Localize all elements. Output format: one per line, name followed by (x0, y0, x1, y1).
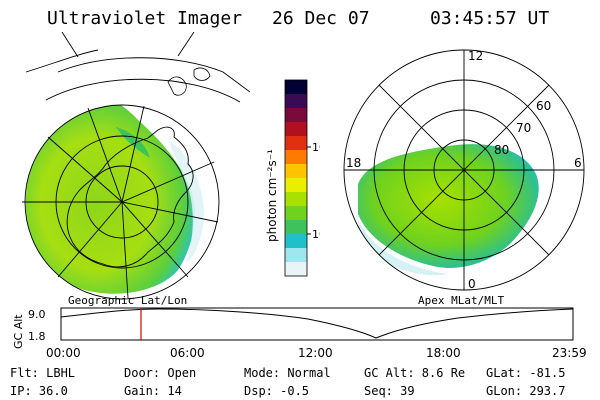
longitude-grid (22, 105, 219, 299)
colorbar-band (285, 136, 307, 151)
mlat-mlt-caption: Apex MLat/MLT (418, 294, 505, 307)
colorbar-band (285, 178, 307, 193)
colorbar-band (285, 80, 307, 95)
colorbar-band (285, 220, 307, 235)
mlat-label-80: 80 (494, 143, 509, 157)
altitude-xtick-2359: 23:59 (552, 346, 587, 360)
mlt-label-18: 18 (346, 156, 361, 170)
altitude-ytick-9: 9.0 (28, 308, 46, 321)
filter-readout: Flt: LBHL (10, 366, 76, 380)
gain-readout: Gain: 14 (124, 384, 182, 398)
coastline-outline (66, 126, 194, 268)
colorbar: 100 10 photon cm⁻²s⁻¹ (265, 79, 320, 277)
altitude-ytick-1.8: 1.8 (28, 330, 46, 343)
date-label: 26 Dec 07 (272, 8, 370, 29)
instrument-title: Ultraviolet Imager (47, 8, 243, 29)
colorbar-band (285, 94, 307, 109)
colorbar-band (285, 122, 307, 137)
mlt-label-6: 6 (574, 156, 582, 170)
colorbar-band (285, 234, 307, 249)
mlt-label-0: 0 (468, 277, 476, 291)
glon-readout: GLon: 293.7 (486, 384, 566, 398)
dsp-readout: Dsp: -0.5 (244, 384, 310, 398)
altitude-xtick-1800: 18:00 (426, 346, 461, 360)
mlt-label-12: 12 (468, 49, 483, 63)
colorbar-band (285, 206, 307, 221)
gc-alt-readout: GC Alt: 8.6 Re (364, 366, 466, 380)
colorbar-band (285, 150, 307, 165)
mlat-label-60: 60 (536, 99, 551, 113)
colorbar-tick-100: 100 (312, 141, 320, 154)
glat-readout: GLat: -81.5 (486, 366, 566, 380)
altitude-xtick-1200: 12:00 (298, 346, 333, 360)
altitude-curve (60, 308, 574, 339)
altitude-plot: GC Alt 9.0 1.8 00:00 06:00 12:00 18:00 2… (12, 307, 587, 360)
altitude-xtick-0600: 06:00 (170, 346, 205, 360)
geographic-caption: Geographic Lat/Lon (68, 294, 188, 307)
geographic-image-panel (22, 32, 250, 300)
ip-readout: IP: 36.0 (10, 384, 68, 398)
mlat-label-70: 70 (516, 121, 531, 135)
colorbar-band (285, 108, 307, 123)
altitude-ylabel: GC Alt (12, 314, 25, 349)
aurora-emission (25, 105, 204, 294)
colorbar-band (285, 192, 307, 207)
altitude-xtick-0000: 00:00 (46, 346, 81, 360)
colorbar-tick-10: 10 (312, 228, 320, 241)
seq-readout: Seq: 39 (364, 384, 415, 398)
mode-readout: Mode: Normal (244, 366, 331, 380)
mlt-grid (344, 50, 584, 290)
colorbar-band (285, 262, 307, 277)
colorbar-unit-label: photon cm⁻²s⁻¹ (265, 149, 279, 242)
mlat-mlt-panel: 12 6 0 18 60 70 80 (343, 49, 585, 291)
colorbar-band (285, 164, 307, 179)
colorbar-band (285, 248, 307, 263)
time-label: 03:45:57 UT (430, 8, 550, 29)
door-readout: Door: Open (124, 366, 197, 380)
